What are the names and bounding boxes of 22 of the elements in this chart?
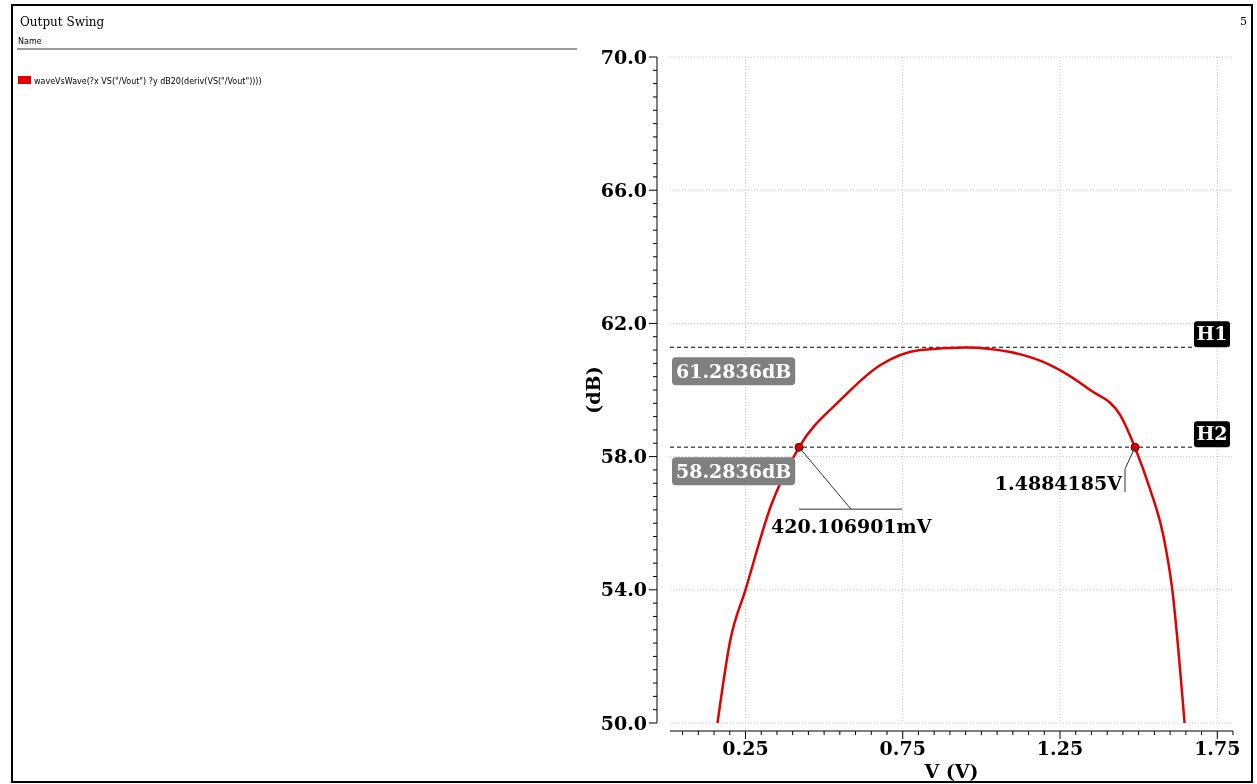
annotation: 61.2836dB xyxy=(676,360,792,383)
ref-line-label: H2 xyxy=(1196,422,1228,445)
x-tick-label: 1.25 xyxy=(1036,737,1084,759)
x-axis-title: V (V) xyxy=(923,760,979,782)
y-tick-label: 62.0 xyxy=(600,312,647,335)
text: Output Swing xyxy=(20,15,105,29)
x-tick-label: 1.75 xyxy=(1194,737,1241,759)
x-tick-label: 0.25 xyxy=(722,737,769,759)
legend-label: waveVsWave(?x VS("/Vout") ?y dB20(deriv(VS("/Vout")))) xyxy=(34,77,262,86)
annotation: 420.106901mV xyxy=(770,515,933,538)
text: 5 xyxy=(1240,15,1247,28)
legend-title: Name xyxy=(18,37,42,46)
x-tick-label: 0.75 xyxy=(879,737,926,759)
ref-line-label: H1 xyxy=(1196,322,1228,345)
y-tick-label: 70.0 xyxy=(600,45,647,68)
annotation: 1.4884185V xyxy=(994,472,1124,495)
y-tick-label: 66.0 xyxy=(600,178,647,201)
y-tick-label: 54.0 xyxy=(600,578,647,601)
y-tick-label: 50.0 xyxy=(600,711,647,734)
y-tick-label: 58.0 xyxy=(600,445,647,468)
y-axis-title: (dB) xyxy=(582,366,604,414)
annotation: 58.2836dB xyxy=(676,460,792,483)
